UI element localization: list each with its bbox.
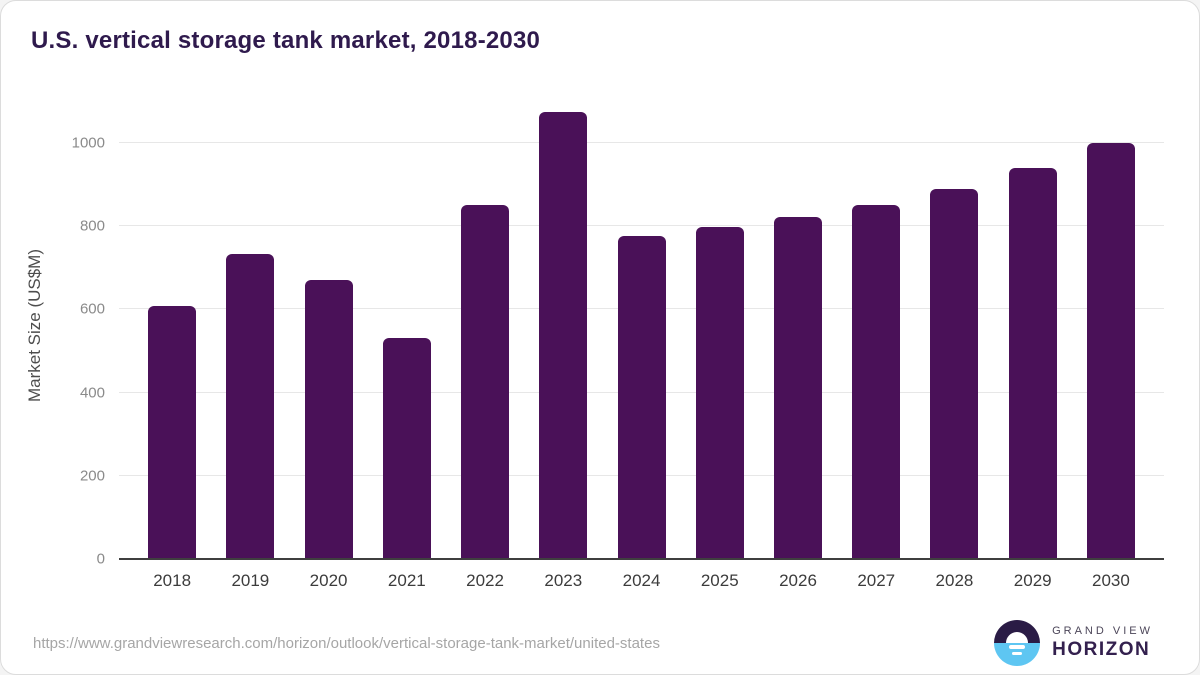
bar-column-2024 <box>602 93 680 559</box>
x-tick-label-2026: 2026 <box>779 571 817 590</box>
sun-reflection-line-2 <box>1012 651 1023 655</box>
plot-area: 0 200 400 600 800 1000 <box>72 93 1164 568</box>
x-tick-label-2028: 2028 <box>935 571 974 590</box>
x-tick-label-2025: 2025 <box>700 571 739 590</box>
x-axis-labels: 2018 2019 2020 2021 2022 2023 2024 2025 2026 2027… <box>119 571 1164 591</box>
y-tick-label-400: 400 <box>79 384 105 402</box>
logo-product-name: HORIZON <box>1052 639 1151 660</box>
bar-column-2025 <box>681 93 759 559</box>
bar-2026 <box>773 217 822 559</box>
gridline-1000 <box>119 141 1164 143</box>
y-tick-label-0: 0 <box>96 550 105 568</box>
bar-2030 <box>1086 142 1135 559</box>
horizon-sun-icon <box>994 620 1041 666</box>
x-tick-label-2020: 2020 <box>309 571 348 590</box>
chart-title: U.S. vertical storage tank market, 2018-… <box>31 27 541 54</box>
x-tick-label-2029: 2029 <box>1013 571 1052 590</box>
x-tick-label-2023: 2023 <box>544 571 583 590</box>
grand-view-horizon-logo: GRAND VIEW HORIZON <box>994 620 1153 666</box>
y-tick-label-200: 200 <box>79 467 105 485</box>
bar-column-2018 <box>133 93 211 559</box>
bar-column-2022 <box>446 93 524 559</box>
bar-column-2020 <box>289 93 367 559</box>
bar-column-2026 <box>759 93 837 559</box>
y-axis-title-wrap: Market Size (US$M) <box>25 93 45 559</box>
x-axis-line <box>119 558 1164 560</box>
bar-2018 <box>148 306 197 559</box>
bar-column-2029 <box>994 93 1072 559</box>
x-tick-label-2018: 2018 <box>153 571 192 590</box>
bar-2023 <box>539 111 588 559</box>
bar-2021 <box>382 337 431 559</box>
gridline-800 <box>119 225 1164 227</box>
sun-shape <box>1006 632 1029 643</box>
x-tick-label-2024: 2024 <box>622 571 661 590</box>
x-tick-label-2030: 2030 <box>1092 571 1130 590</box>
bar-column-2030 <box>1072 93 1150 559</box>
bar-2020 <box>304 280 353 559</box>
logo-text: GRAND VIEW HORIZON <box>1052 625 1153 661</box>
bar-2028 <box>930 189 979 559</box>
y-tick-label-1000: 1000 <box>71 134 105 152</box>
bar-2024 <box>617 235 666 559</box>
y-axis-title: Market Size (US$M) <box>25 249 44 403</box>
bar-column-2027 <box>837 93 915 559</box>
bar-column-2028 <box>915 93 993 559</box>
y-tick-label-800: 800 <box>79 217 105 235</box>
bar-column-2023 <box>524 93 602 559</box>
bar-2019 <box>226 254 275 559</box>
x-tick-label-2027: 2027 <box>857 571 896 590</box>
x-tick-label-2019: 2019 <box>231 571 270 590</box>
bar-series <box>119 93 1164 559</box>
y-tick-label-600: 600 <box>79 300 105 318</box>
source-url: https://www.grandviewresearch.com/horizo… <box>33 635 660 652</box>
x-tick-label-2022: 2022 <box>466 571 504 590</box>
bar-2025 <box>695 227 744 559</box>
logo-brand-name: GRAND VIEW <box>1052 625 1153 637</box>
bar-column-2019 <box>211 93 289 559</box>
sun-reflection-line-1 <box>1009 645 1026 650</box>
bar-column-2021 <box>368 93 446 559</box>
bar-2027 <box>852 204 901 559</box>
bar-2022 <box>461 204 510 559</box>
x-tick-label-2021: 2021 <box>387 571 426 590</box>
bar-2029 <box>1008 167 1057 559</box>
